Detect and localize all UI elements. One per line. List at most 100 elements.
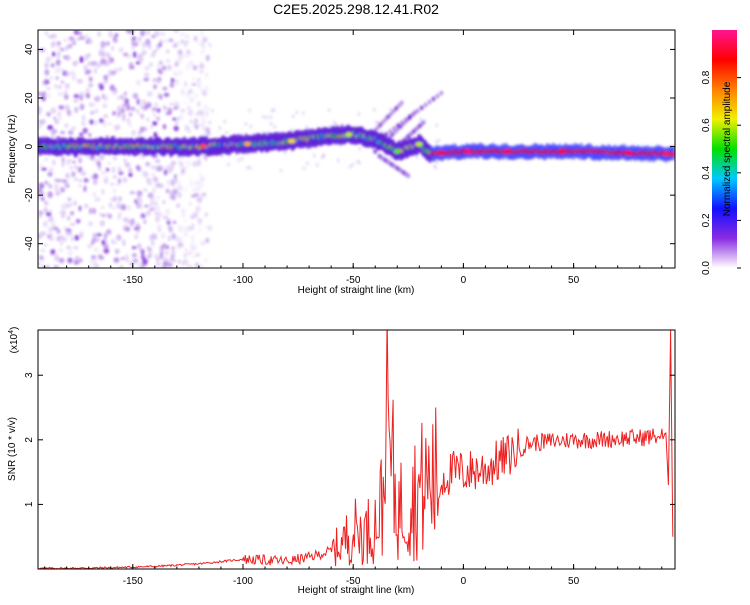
spectrogram-noise-speckle	[106, 41, 110, 46]
spectrogram-streak	[399, 100, 404, 106]
spectrogram-noise-speckle	[174, 61, 179, 67]
spectrogram-noise-speckle	[132, 257, 137, 265]
spectrogram-noise-speckle	[186, 125, 190, 130]
spectrogram-noise-speckle	[131, 45, 135, 51]
spectrogram-noise-speckle	[143, 127, 147, 132]
spectrogram-streak	[400, 120, 404, 126]
spectrogram-noise-speckle	[146, 116, 150, 123]
spectrogram-noise-speckle	[39, 48, 45, 53]
spectrogram-noise-speckle	[177, 49, 183, 56]
spectrogram-noise-speckle	[103, 74, 109, 80]
snr-x-label: Height of straight line (km)	[298, 585, 415, 596]
spectrogram-noise-speckle	[38, 107, 42, 114]
spectrogram-noise-speckle	[184, 33, 190, 40]
spectrogram-noise-speckle	[185, 48, 190, 54]
spectrogram-noise-speckle	[196, 39, 200, 46]
spectrogram-noise-speckle	[196, 217, 203, 222]
spectrogram-noise-speckle	[109, 57, 115, 64]
spectrogram-noise-speckle	[204, 212, 208, 218]
spectrogram-noise-speckle	[38, 210, 44, 216]
spectrogram-noise-speckle	[115, 113, 120, 120]
spectrogram-noise-speckle	[181, 210, 186, 218]
spectrogram-noise-speckle	[116, 95, 121, 100]
spectrogram-noise-speckle	[153, 30, 160, 37]
spectrogram-noise-speckle	[155, 215, 160, 222]
spectrogram-noise-speckle	[100, 58, 107, 65]
spectrogram-noise-speckle	[45, 57, 51, 64]
spectrogram-noise-speckle	[200, 41, 205, 48]
spectrogram-noise-speckle	[96, 233, 102, 237]
spectrogram-noise-speckle	[117, 166, 122, 172]
spectrogram-noise-speckle	[143, 77, 150, 82]
spectrogram-noise-speckle	[156, 224, 162, 229]
spectrogram-noise-speckle	[205, 110, 209, 117]
snr-x-ticks: -150 -100 -50 0 50	[44, 330, 663, 587]
spectrogram-noise-speckle	[165, 59, 171, 63]
spectrogram-noise-speckle	[136, 164, 141, 172]
spectrogram-noise-speckle	[173, 125, 179, 132]
spectrogram-noise-speckle	[159, 94, 163, 100]
spectrogram-noise-speckle	[435, 123, 439, 128]
spectrogram-noise-speckle	[55, 187, 59, 195]
spectrogram-noise-speckle	[71, 73, 77, 81]
spectrogram-noise-speckle	[93, 246, 99, 253]
spectrogram-noise-speckle	[88, 40, 94, 45]
spectrogram-noise-speckle	[38, 261, 41, 266]
spectrogram-noise-speckle	[78, 31, 82, 36]
spectrogram-noise-speckle	[148, 62, 154, 68]
spectrogram-noise-speckle	[69, 165, 73, 171]
spectrogram-noise-speckle	[53, 83, 58, 89]
spectrogram-noise-speckle	[193, 118, 199, 123]
spectrogram-noise-speckle	[336, 158, 340, 163]
spectrogram-noise-speckle	[77, 184, 83, 188]
spectrogram-noise-speckle	[351, 162, 355, 167]
spectrogram-noise-speckle	[42, 118, 46, 125]
spectrogram-noise-speckle	[121, 117, 127, 122]
spectrogram-noise-speckle	[57, 247, 64, 253]
spectrogram-streak	[388, 111, 393, 117]
spectrogram-noise-speckle	[180, 87, 186, 93]
spectrogram-noise-speckle	[156, 63, 160, 69]
spectrogram-noise-speckle	[191, 77, 195, 82]
spectrogram-noise-speckle	[192, 162, 196, 167]
spectrogram-noise-speckle	[50, 249, 56, 255]
spectrogram-noise-speckle	[61, 209, 67, 215]
spectrogram-noise-speckle	[128, 123, 132, 127]
spectrogram-noise-speckle	[38, 91, 42, 96]
spectrogram-noise-speckle	[434, 165, 438, 170]
spectrogram-noise-speckle	[200, 49, 206, 55]
colorbar-tick-label: 0.4	[701, 165, 712, 179]
spectrogram-streak	[375, 125, 380, 131]
spectrogram-noise-speckle	[131, 253, 137, 258]
spectrogram-noise-speckle	[182, 258, 189, 266]
spectrogram-noise-speckle	[92, 191, 96, 198]
spectrogram-noise-speckle	[146, 161, 151, 167]
spectrogram-noise-speckle	[132, 51, 137, 58]
spectrogram-noise-speckle	[154, 253, 158, 259]
spectrogram-noise-speckle	[82, 127, 88, 134]
spectrogram-noise-speckle	[122, 177, 128, 183]
spectrogram-noise-speckle	[146, 254, 151, 260]
spectrogram-noise-speckle	[434, 140, 438, 145]
spectrogram-noise-speckle	[155, 165, 161, 172]
spectrogram-noise-speckle	[199, 88, 203, 93]
chart-title: C2E5.2025.298.12.41.R02	[273, 1, 439, 17]
spectrogram-noise-speckle	[91, 174, 95, 180]
spectrogram-noise-speckle	[44, 201, 49, 206]
spectrogram-noise-speckle	[190, 223, 195, 230]
spectrogram-noise-speckle	[165, 245, 170, 250]
snr-y-label: SNR (10 * v/v)	[7, 417, 18, 481]
spectrogram-noise-speckle	[152, 113, 156, 117]
spectrogram-noise-speckle	[190, 235, 195, 239]
spectrogram-noise-speckle	[135, 79, 141, 86]
spectrogram-streak	[439, 90, 444, 96]
spectrogram-noise-speckle	[142, 188, 148, 192]
spectrogram-noise-speckle	[174, 235, 180, 242]
spectrogram-noise-speckle	[152, 121, 158, 126]
spectrogram-noise-speckle	[159, 39, 163, 44]
spectrogram-noise-speckle	[145, 30, 151, 36]
spectrogram-noise-speckle	[120, 94, 124, 100]
spectrogram-noise-speckle	[67, 158, 71, 163]
colorbar-tick-label: 0.2	[701, 213, 712, 227]
spectrogram-noise-speckle	[201, 192, 208, 197]
